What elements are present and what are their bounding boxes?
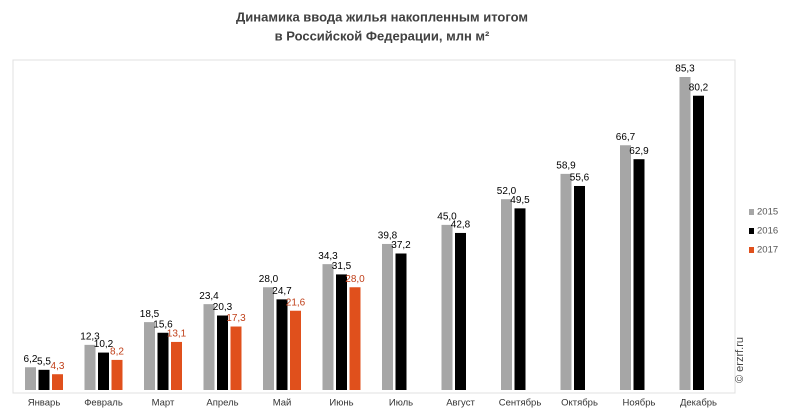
x-tick-label: Август	[446, 398, 475, 409]
bar	[98, 352, 109, 390]
x-tick-label: Июль	[389, 398, 413, 409]
bar	[382, 243, 393, 390]
data-label: 31,5	[332, 261, 352, 272]
data-label: 52,0	[497, 186, 517, 197]
data-label: 28,0	[345, 274, 365, 285]
x-tick-label: Октябрь	[561, 398, 598, 409]
data-label: 20,3	[213, 302, 233, 313]
x-tick-label: Январь	[28, 398, 61, 409]
data-label: 17,3	[226, 313, 246, 324]
data-label: 45,0	[437, 212, 457, 223]
watermark: © erzrf.ru	[734, 337, 746, 383]
bar	[171, 341, 182, 390]
data-label: 12,3	[80, 332, 100, 343]
bar	[38, 369, 50, 390]
x-tick-label: Июнь	[329, 398, 353, 409]
legend-label: 2016	[757, 226, 778, 237]
data-label: 34,3	[318, 251, 338, 262]
data-label: 15,6	[153, 319, 173, 330]
x-tick-label: Май	[273, 398, 292, 409]
data-label: 55,6	[570, 173, 590, 184]
bar	[290, 310, 301, 390]
bar	[501, 199, 512, 390]
x-tick-label: Ноябрь	[623, 398, 656, 409]
bar	[455, 232, 466, 390]
data-label: 39,8	[378, 231, 398, 242]
data-label: 13,1	[167, 329, 187, 340]
legend-swatch	[749, 247, 754, 253]
data-label: 85,3	[675, 64, 695, 75]
bar	[679, 77, 691, 390]
data-label: 66,7	[616, 132, 636, 143]
bar	[349, 287, 361, 390]
legend-label: 2017	[757, 245, 778, 256]
bar	[25, 367, 36, 390]
data-label: 58,9	[556, 161, 576, 172]
data-label: 80,2	[689, 82, 709, 93]
bar	[574, 185, 585, 390]
bar	[336, 274, 347, 390]
bar	[217, 315, 228, 390]
data-label: 23,4	[199, 291, 219, 302]
bar	[230, 326, 242, 390]
data-label: 5,5	[37, 356, 51, 367]
data-label: 42,8	[451, 220, 471, 231]
legend-swatch	[749, 228, 754, 234]
bar	[514, 208, 526, 390]
bar	[144, 322, 155, 390]
legend-label: 2015	[757, 207, 778, 218]
data-label: 10,2	[94, 339, 114, 350]
bar	[84, 344, 96, 390]
bar	[322, 264, 334, 390]
data-label: 18,5	[140, 309, 160, 320]
data-label: 21,6	[286, 297, 306, 308]
bar	[620, 145, 631, 390]
bar	[633, 159, 645, 390]
x-tick-label: Февраль	[84, 398, 123, 409]
data-label: 24,7	[272, 286, 292, 297]
bar	[111, 359, 123, 390]
bar	[203, 304, 215, 390]
data-label: 37,2	[391, 240, 411, 251]
x-tick-label: Март	[152, 398, 175, 409]
bar	[263, 287, 274, 390]
bar	[157, 332, 169, 390]
data-label: 49,5	[510, 195, 530, 206]
plot-frame	[12, 59, 736, 394]
bar	[560, 173, 572, 390]
data-label: 8,2	[110, 347, 124, 358]
data-label: 62,9	[629, 146, 649, 157]
x-tick-label: Декабрь	[680, 398, 717, 409]
x-tick-label: Апрель	[206, 398, 238, 409]
x-tick-label: Сентябрь	[499, 398, 542, 409]
bar	[52, 374, 63, 390]
bar	[395, 253, 407, 390]
bar	[693, 95, 704, 390]
chart-title: Динамика ввода жилья накопленным итогом	[236, 9, 528, 24]
bar	[441, 224, 453, 390]
data-label: 4,3	[51, 361, 65, 372]
bar	[276, 299, 288, 390]
chart-title: в Российской Федерации, млн м²	[275, 28, 490, 43]
data-label: 6,2	[24, 354, 38, 365]
data-label: 28,0	[259, 274, 279, 285]
legend-swatch	[749, 209, 754, 215]
